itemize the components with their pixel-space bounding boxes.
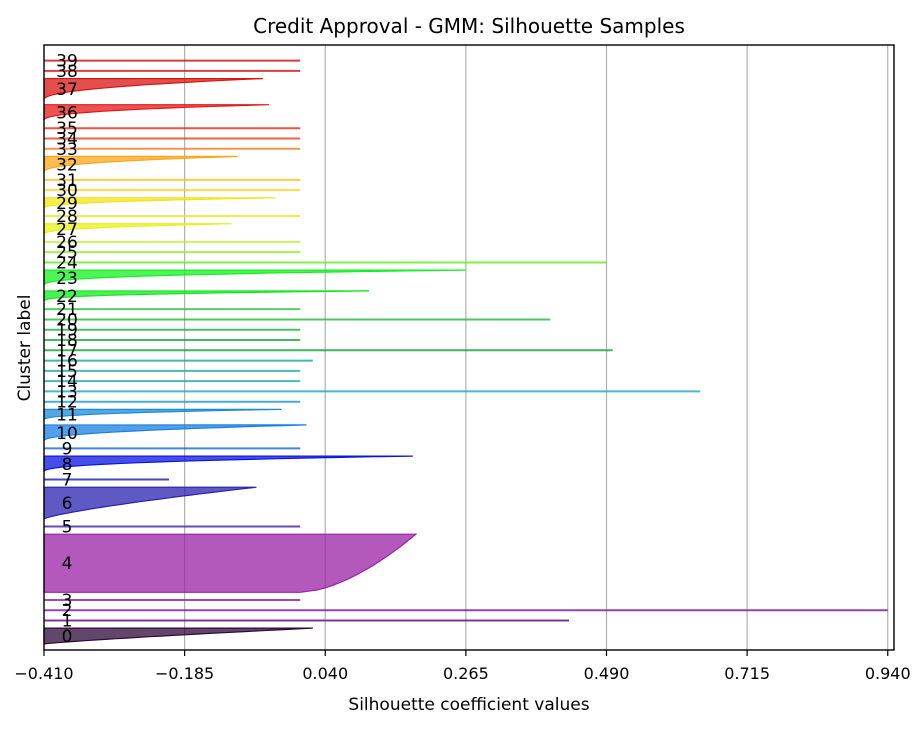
cluster-6-silhouette <box>43 486 257 520</box>
cluster-label-21: 21 <box>56 300 78 320</box>
x-tick-label: 0.715 <box>724 664 770 683</box>
cluster-29-area <box>43 197 276 209</box>
cluster-label-13: 13 <box>56 382 78 402</box>
cluster-11-area <box>43 408 282 421</box>
cluster-37-area <box>43 77 263 100</box>
cluster-label-0: 0 <box>62 627 73 647</box>
cluster-23-area <box>43 269 466 286</box>
cluster-label-27: 27 <box>56 220 78 240</box>
cluster-32-area <box>43 155 238 173</box>
cluster-0-area <box>43 627 313 645</box>
cluster-label-5: 5 <box>62 518 73 538</box>
x-tick-label: 0.940 <box>865 664 911 683</box>
x-tick-label: 0.265 <box>443 664 489 683</box>
cluster-label-15: 15 <box>56 362 78 382</box>
cluster-label-31: 31 <box>56 171 78 191</box>
chart-title: Credit Approval - GMM: Silhouette Sample… <box>253 14 685 38</box>
cluster-label-18: 18 <box>56 331 78 351</box>
cluster-label-10: 10 <box>56 424 78 444</box>
cluster-label-12: 12 <box>56 393 78 413</box>
cluster-29-silhouette <box>43 197 276 209</box>
cluster-label-9: 9 <box>62 439 73 459</box>
cluster-label-2: 2 <box>62 601 73 621</box>
cluster-label-34: 34 <box>56 129 78 149</box>
cluster-label-6: 6 <box>62 494 73 514</box>
cluster-label-39: 39 <box>56 52 78 72</box>
cluster-22-silhouette <box>43 290 370 302</box>
cluster-label-19: 19 <box>56 321 78 341</box>
cluster-label-24: 24 <box>56 253 78 273</box>
cluster-4-silhouette <box>43 533 418 593</box>
cluster-label-29: 29 <box>56 194 78 214</box>
silhouette-areas <box>43 59 888 645</box>
cluster-label-35: 35 <box>56 119 78 139</box>
cluster-23-silhouette <box>43 269 466 286</box>
cluster-6-area <box>43 486 257 520</box>
cluster-label-3: 3 <box>62 591 73 611</box>
cluster-label-37: 37 <box>56 80 78 100</box>
cluster-label-38: 38 <box>56 62 78 82</box>
cluster-32-silhouette <box>43 155 238 173</box>
cluster-label-23: 23 <box>56 269 78 289</box>
cluster-label-26: 26 <box>56 233 78 253</box>
cluster-label-30: 30 <box>56 181 78 201</box>
cluster-label-14: 14 <box>56 372 78 392</box>
x-tick-label: 0.040 <box>302 664 348 683</box>
y-axis-label: Cluster label <box>15 295 35 402</box>
cluster-labels: 0123456789101112131415161718192021222324… <box>56 52 78 647</box>
cluster-10-silhouette <box>43 424 307 441</box>
cluster-label-4: 4 <box>62 554 73 574</box>
cluster-36-area <box>43 104 270 121</box>
cluster-label-33: 33 <box>56 140 78 160</box>
x-tick-label: −0.185 <box>155 664 214 683</box>
cluster-label-36: 36 <box>56 104 78 124</box>
cluster-37-silhouette <box>43 77 263 100</box>
cluster-label-16: 16 <box>56 352 78 372</box>
x-tick-label: 0.490 <box>584 664 630 683</box>
x-axis-label: Silhouette coefficient values <box>348 695 589 715</box>
cluster-8-area <box>43 455 413 472</box>
cluster-label-1: 1 <box>62 612 73 632</box>
cluster-11-silhouette <box>43 408 282 421</box>
cluster-label-20: 20 <box>56 310 78 330</box>
cluster-0-silhouette <box>43 627 313 645</box>
cluster-label-17: 17 <box>56 341 78 361</box>
cluster-label-11: 11 <box>56 406 78 426</box>
cluster-36-silhouette <box>43 104 270 121</box>
x-tick-label: −0.410 <box>14 664 73 683</box>
cluster-label-22: 22 <box>56 287 78 307</box>
cluster-label-8: 8 <box>62 455 73 475</box>
plot-frame <box>43 44 895 651</box>
cluster-label-7: 7 <box>62 471 73 491</box>
cluster-8-silhouette <box>43 455 413 472</box>
cluster-label-28: 28 <box>56 207 78 227</box>
x-axis-ticks: −0.410 −0.185 0.040 0.265 0.490 0.715 0.940 <box>14 650 911 683</box>
cluster-22-area <box>43 290 370 302</box>
cluster-4-area <box>43 533 418 593</box>
cluster-label-25: 25 <box>56 243 78 263</box>
cluster-10-area <box>43 424 307 441</box>
cluster-label-32: 32 <box>56 155 78 175</box>
